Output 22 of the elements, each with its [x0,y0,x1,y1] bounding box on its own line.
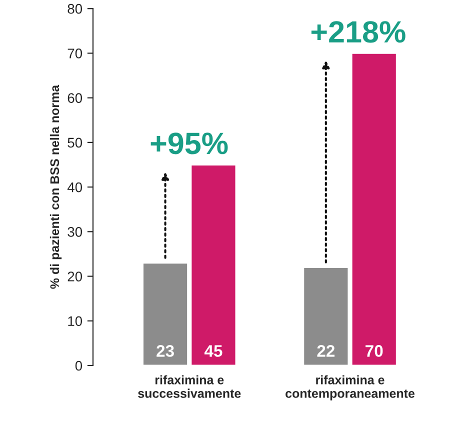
data-label: 23 [156,345,174,357]
y-tick-label: 40 [67,182,82,192]
y-tick-label: 10 [68,316,82,326]
y-tick-label: 70 [68,48,82,58]
annotation: +95% [150,132,228,154]
y-tick-label: 60 [68,93,82,103]
bar [302,266,350,366]
bar [350,52,398,366]
y-tick-label: 30 [68,226,82,237]
y-tick-label: 80 [68,4,82,14]
x-tick-label: rifaximina e contemporaneamente [286,375,415,400]
bar [142,262,188,366]
data-label: 70 [366,345,383,357]
annotation: +218% [311,21,406,43]
x-tick-label: rifaximina e successivamente [138,375,241,398]
y-tick-label: 50 [68,138,82,148]
y-tick-label: 20 [68,272,82,282]
y-tick-label: 0 [75,360,82,371]
data-label: 45 [204,345,222,357]
data-label: 22 [317,345,335,357]
bar [190,164,237,366]
y-axis-title: % di pazienti con BSS nella norma [50,84,62,289]
